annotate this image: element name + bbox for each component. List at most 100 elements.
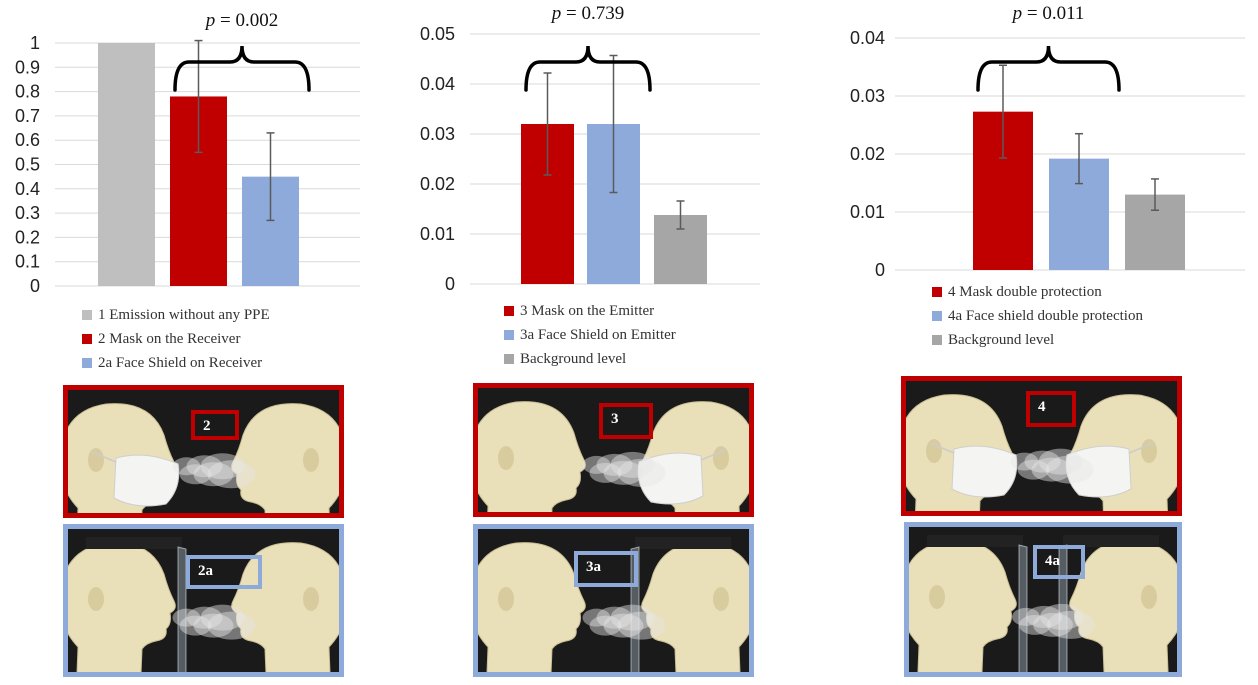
aerosol-cloud	[186, 455, 223, 478]
y-tick-label: 0	[30, 276, 40, 296]
p-value-label: p = 0.739	[550, 3, 624, 24]
aerosol-cloud	[193, 462, 234, 487]
chart-2: 0 0.01 0.02 0.03 0.04 0.05 p = 0.739	[420, 3, 760, 294]
significance-bracket	[524, 45, 652, 92]
legend-swatch	[82, 310, 92, 320]
legend-swatch	[82, 358, 92, 368]
legend-swatch	[504, 306, 514, 316]
mannequin-ear	[1141, 585, 1157, 609]
mannequin-head	[68, 403, 180, 513]
photo-label: 3a	[574, 551, 638, 587]
chart-1: 0 0.1 0.2 0.3 0.4 0.5 0.6 0.7 0.8 0.9 1 p = 0.002	[15, 10, 360, 296]
p-value: = 0.739	[561, 3, 624, 24]
aerosol-cloud	[603, 613, 644, 638]
mask-strap	[929, 442, 955, 454]
aerosol-cloud	[1010, 452, 1039, 471]
photo-label: 2a	[186, 555, 262, 589]
y-tick-label: 0.5	[15, 155, 40, 175]
aerosol-cloud	[179, 615, 212, 636]
p-symbol: p	[204, 10, 216, 31]
legend-label: 4 Mask double protection	[948, 283, 1102, 300]
y-tick-label: 0.02	[420, 174, 455, 194]
y-tick-label: 1	[30, 33, 40, 53]
mannequin-head	[1065, 394, 1177, 511]
legend-label: 2a Face Shield on Receiver	[98, 354, 263, 371]
aerosol-cloud	[610, 604, 655, 631]
legend-swatch	[932, 287, 942, 297]
y-tick-label: 0.04	[850, 28, 885, 48]
photo-label: 2	[191, 410, 239, 440]
mannequin-ear	[303, 448, 319, 472]
aerosol-cloud	[610, 451, 655, 478]
y-tick-label: 0	[445, 274, 455, 294]
y-tick-label: 0.1	[15, 252, 40, 272]
mannequin-face	[641, 542, 749, 672]
y-tick-label: 0.4	[15, 179, 40, 199]
aerosol-cloud	[186, 606, 223, 629]
photo-label: 4a	[1033, 545, 1085, 579]
aerosol-cloud	[1031, 457, 1072, 482]
legend-item: 3 Mask on the Emitter	[504, 299, 676, 323]
photo-mask-emitter: 3	[473, 383, 754, 517]
aerosol-cloud	[200, 604, 245, 631]
photo-scene	[909, 527, 1177, 672]
aerosol-cloud	[617, 458, 666, 487]
photo-shield-double: 4a	[904, 522, 1182, 677]
aerosol-cloud	[582, 455, 611, 474]
p-symbol: p	[1011, 3, 1023, 24]
aerosol-cloud	[1019, 614, 1051, 635]
mannequin-ear	[1141, 439, 1157, 463]
legend-item: Background level	[504, 347, 676, 371]
p-symbol: p	[550, 3, 562, 24]
bar	[98, 43, 155, 286]
mask-strap	[91, 451, 117, 463]
shield-band	[635, 537, 731, 549]
mannequin-ear	[303, 587, 319, 611]
significance-bracket	[173, 45, 311, 92]
photo-mask-receiver: 2	[63, 385, 344, 518]
legend-chart-2: 3 Mask on the Emitter 3a Face Shield on …	[504, 299, 676, 371]
p-value-label: p = 0.011	[1011, 3, 1085, 24]
aerosol-cloud	[596, 453, 633, 476]
y-tick-label: 0.03	[850, 86, 885, 106]
legend-label: 3a Face Shield on Emitter	[520, 326, 676, 343]
legend-label: 4a Face shield double protection	[948, 307, 1143, 324]
photo-shield-emitter: 3a	[473, 524, 754, 677]
aerosol-cloud	[179, 464, 212, 485]
y-tick-label: 0	[875, 260, 885, 280]
mannequin-face	[231, 403, 339, 513]
aerosol-cloud	[582, 608, 611, 627]
legend-item: 2a Face Shield on Receiver	[82, 351, 270, 375]
legend-label: Background level	[520, 350, 627, 367]
shield-band	[927, 535, 1023, 547]
photo-scene	[906, 381, 1177, 511]
mannequin-head	[1058, 535, 1177, 672]
mannequin-ear	[88, 448, 104, 472]
legend-label: 2 Mask on the Receiver	[98, 330, 241, 347]
face-mask	[951, 445, 1018, 498]
mannequin-ear	[498, 446, 514, 470]
face-mask	[113, 454, 180, 507]
mannequin-head	[906, 394, 1018, 511]
legend-chart-1: 1 Emission without any PPE 2 Mask on the…	[82, 303, 270, 375]
photo-shield-receiver: 2a	[63, 524, 344, 677]
mannequin-ear	[88, 587, 104, 611]
photo-scene	[68, 390, 339, 513]
shield-band	[86, 537, 182, 549]
mannequin-ear	[713, 446, 729, 470]
aerosol-cloud	[1012, 607, 1040, 626]
mannequin-head	[68, 537, 187, 672]
chart-3: 0 0.01 0.02 0.03 0.04 p = 0.011	[850, 3, 1245, 280]
y-tick-label: 0.01	[420, 224, 455, 244]
mannequin-head	[478, 401, 586, 512]
legend-label: Background level	[948, 331, 1055, 348]
y-tick-label: 0.05	[420, 24, 455, 44]
aerosol-cloud	[617, 611, 666, 640]
mannequin-ear	[929, 585, 945, 609]
aerosol-cloud	[1033, 612, 1073, 637]
shield-band	[1063, 535, 1159, 547]
legend-label: 3 Mask on the Emitter	[520, 302, 655, 319]
legend-swatch	[504, 330, 514, 340]
aerosol-cloud	[207, 460, 256, 489]
legend-item: Background level	[932, 328, 1143, 352]
